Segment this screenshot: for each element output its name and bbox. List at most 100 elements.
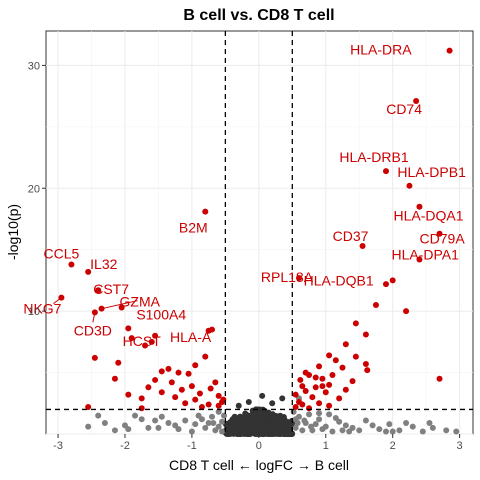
point-fc-only [192, 421, 199, 428]
x-tick-label: 3 [457, 440, 463, 452]
point-significant [332, 357, 339, 364]
point-fc-only [219, 428, 226, 435]
gene-label: HLA-DQA1 [393, 208, 463, 224]
point-significant [175, 369, 182, 376]
label-leader-lines [53, 297, 138, 323]
point-labeled-gene [205, 327, 212, 334]
gene-label: NKG7 [23, 301, 61, 317]
point-significant [362, 360, 369, 367]
point-significant [352, 320, 359, 327]
point-significant [212, 379, 219, 386]
point-fc-only [312, 421, 319, 428]
x-tick-label: 2 [390, 440, 396, 452]
point-not-significant [270, 427, 277, 434]
point-fc-only [396, 427, 403, 434]
point-significant [319, 383, 326, 390]
point-fc-only [316, 416, 323, 423]
point-fc-only [369, 422, 376, 429]
point-significant [118, 304, 125, 311]
point-fc-only [221, 412, 228, 419]
y-tick-label: 20 [28, 183, 40, 195]
point-significant [205, 401, 212, 408]
point-fc-only [453, 428, 460, 435]
point-significant [178, 386, 185, 393]
gene-label: RPL18A [261, 269, 314, 285]
plot-border [45, 30, 474, 435]
point-significant [192, 362, 199, 369]
point-significant [372, 301, 379, 308]
point-not-significant [249, 411, 256, 418]
point-not-significant [264, 430, 271, 437]
point-fc-only [210, 419, 217, 426]
gene-label: CD74 [386, 101, 422, 117]
chart-title: B cell vs. CD8 T cell [183, 7, 334, 24]
point-fc-only [205, 419, 212, 426]
x-tick-label: -1 [187, 440, 197, 452]
point-labeled-gene [406, 182, 413, 189]
point-labeled-gene [295, 274, 302, 281]
point-significant [316, 363, 323, 370]
point-significant [312, 384, 319, 391]
point-not-significant [245, 399, 252, 406]
label-leader [92, 312, 96, 323]
point-fc-only [301, 417, 308, 424]
gene-label: HLA-DRA [350, 42, 412, 58]
point-labeled-gene [359, 243, 366, 250]
point-significant [158, 389, 165, 396]
point-not-significant [259, 392, 266, 399]
point-significant [115, 359, 122, 366]
point-significant [138, 395, 145, 402]
gene-label: HLA-DPA1 [391, 247, 459, 263]
point-significant [85, 403, 92, 410]
point-fc-only [389, 428, 396, 435]
point-significant [339, 364, 346, 371]
point-significant [192, 396, 199, 403]
gene-label: CD37 [333, 228, 369, 244]
x-tick-label: 1 [323, 440, 329, 452]
point-fc-only [145, 424, 152, 431]
point-significant [152, 376, 159, 383]
point-not-significant [235, 402, 242, 409]
x-tick-label: -3 [53, 440, 63, 452]
gene-label: HLA-DPB1 [397, 164, 466, 180]
label-leader [53, 297, 62, 305]
point-significant [158, 368, 165, 375]
point-significant [336, 395, 343, 402]
point-significant [152, 332, 159, 339]
point-fc-only [125, 426, 132, 433]
point-significant [142, 342, 149, 349]
point-labeled-gene [382, 168, 389, 175]
point-fc-only [208, 413, 215, 420]
gene-label: IL32 [90, 256, 117, 272]
point-fc-only [326, 411, 333, 418]
point-fc-only [101, 419, 108, 426]
point-fc-only [219, 418, 226, 425]
point-significant [292, 403, 299, 410]
point-not-significant [237, 421, 244, 428]
point-significant [319, 375, 326, 382]
point-not-significant [270, 416, 277, 423]
gene-label: HLA-DRB1 [339, 149, 408, 165]
point-significant [299, 401, 306, 408]
point-labeled-gene [125, 325, 132, 332]
point-not-significant [260, 414, 267, 421]
point-labeled-gene [416, 203, 423, 210]
point-labeled-gene [68, 261, 75, 268]
point-not-significant [280, 424, 287, 431]
point-fc-only [429, 424, 436, 431]
point-not-significant [266, 411, 273, 418]
point-not-significant [230, 418, 237, 425]
gene-label: HCST [123, 333, 162, 349]
point-significant [202, 353, 209, 360]
y-axis-label: -log10(p) [5, 204, 21, 260]
point-significant [215, 392, 222, 399]
gene-label: CD3D [74, 322, 112, 338]
point-not-significant [228, 423, 235, 430]
point-significant [326, 381, 333, 388]
point-fc-only [138, 416, 145, 423]
point-fc-only [198, 416, 205, 423]
point-fc-only [152, 417, 159, 424]
point-fc-only [426, 419, 433, 426]
point-fc-only [339, 427, 346, 434]
point-significant [165, 365, 172, 372]
